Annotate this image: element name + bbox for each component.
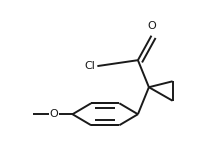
Text: Cl: Cl: [84, 61, 95, 71]
Text: O: O: [147, 21, 156, 31]
Text: O: O: [49, 109, 58, 119]
